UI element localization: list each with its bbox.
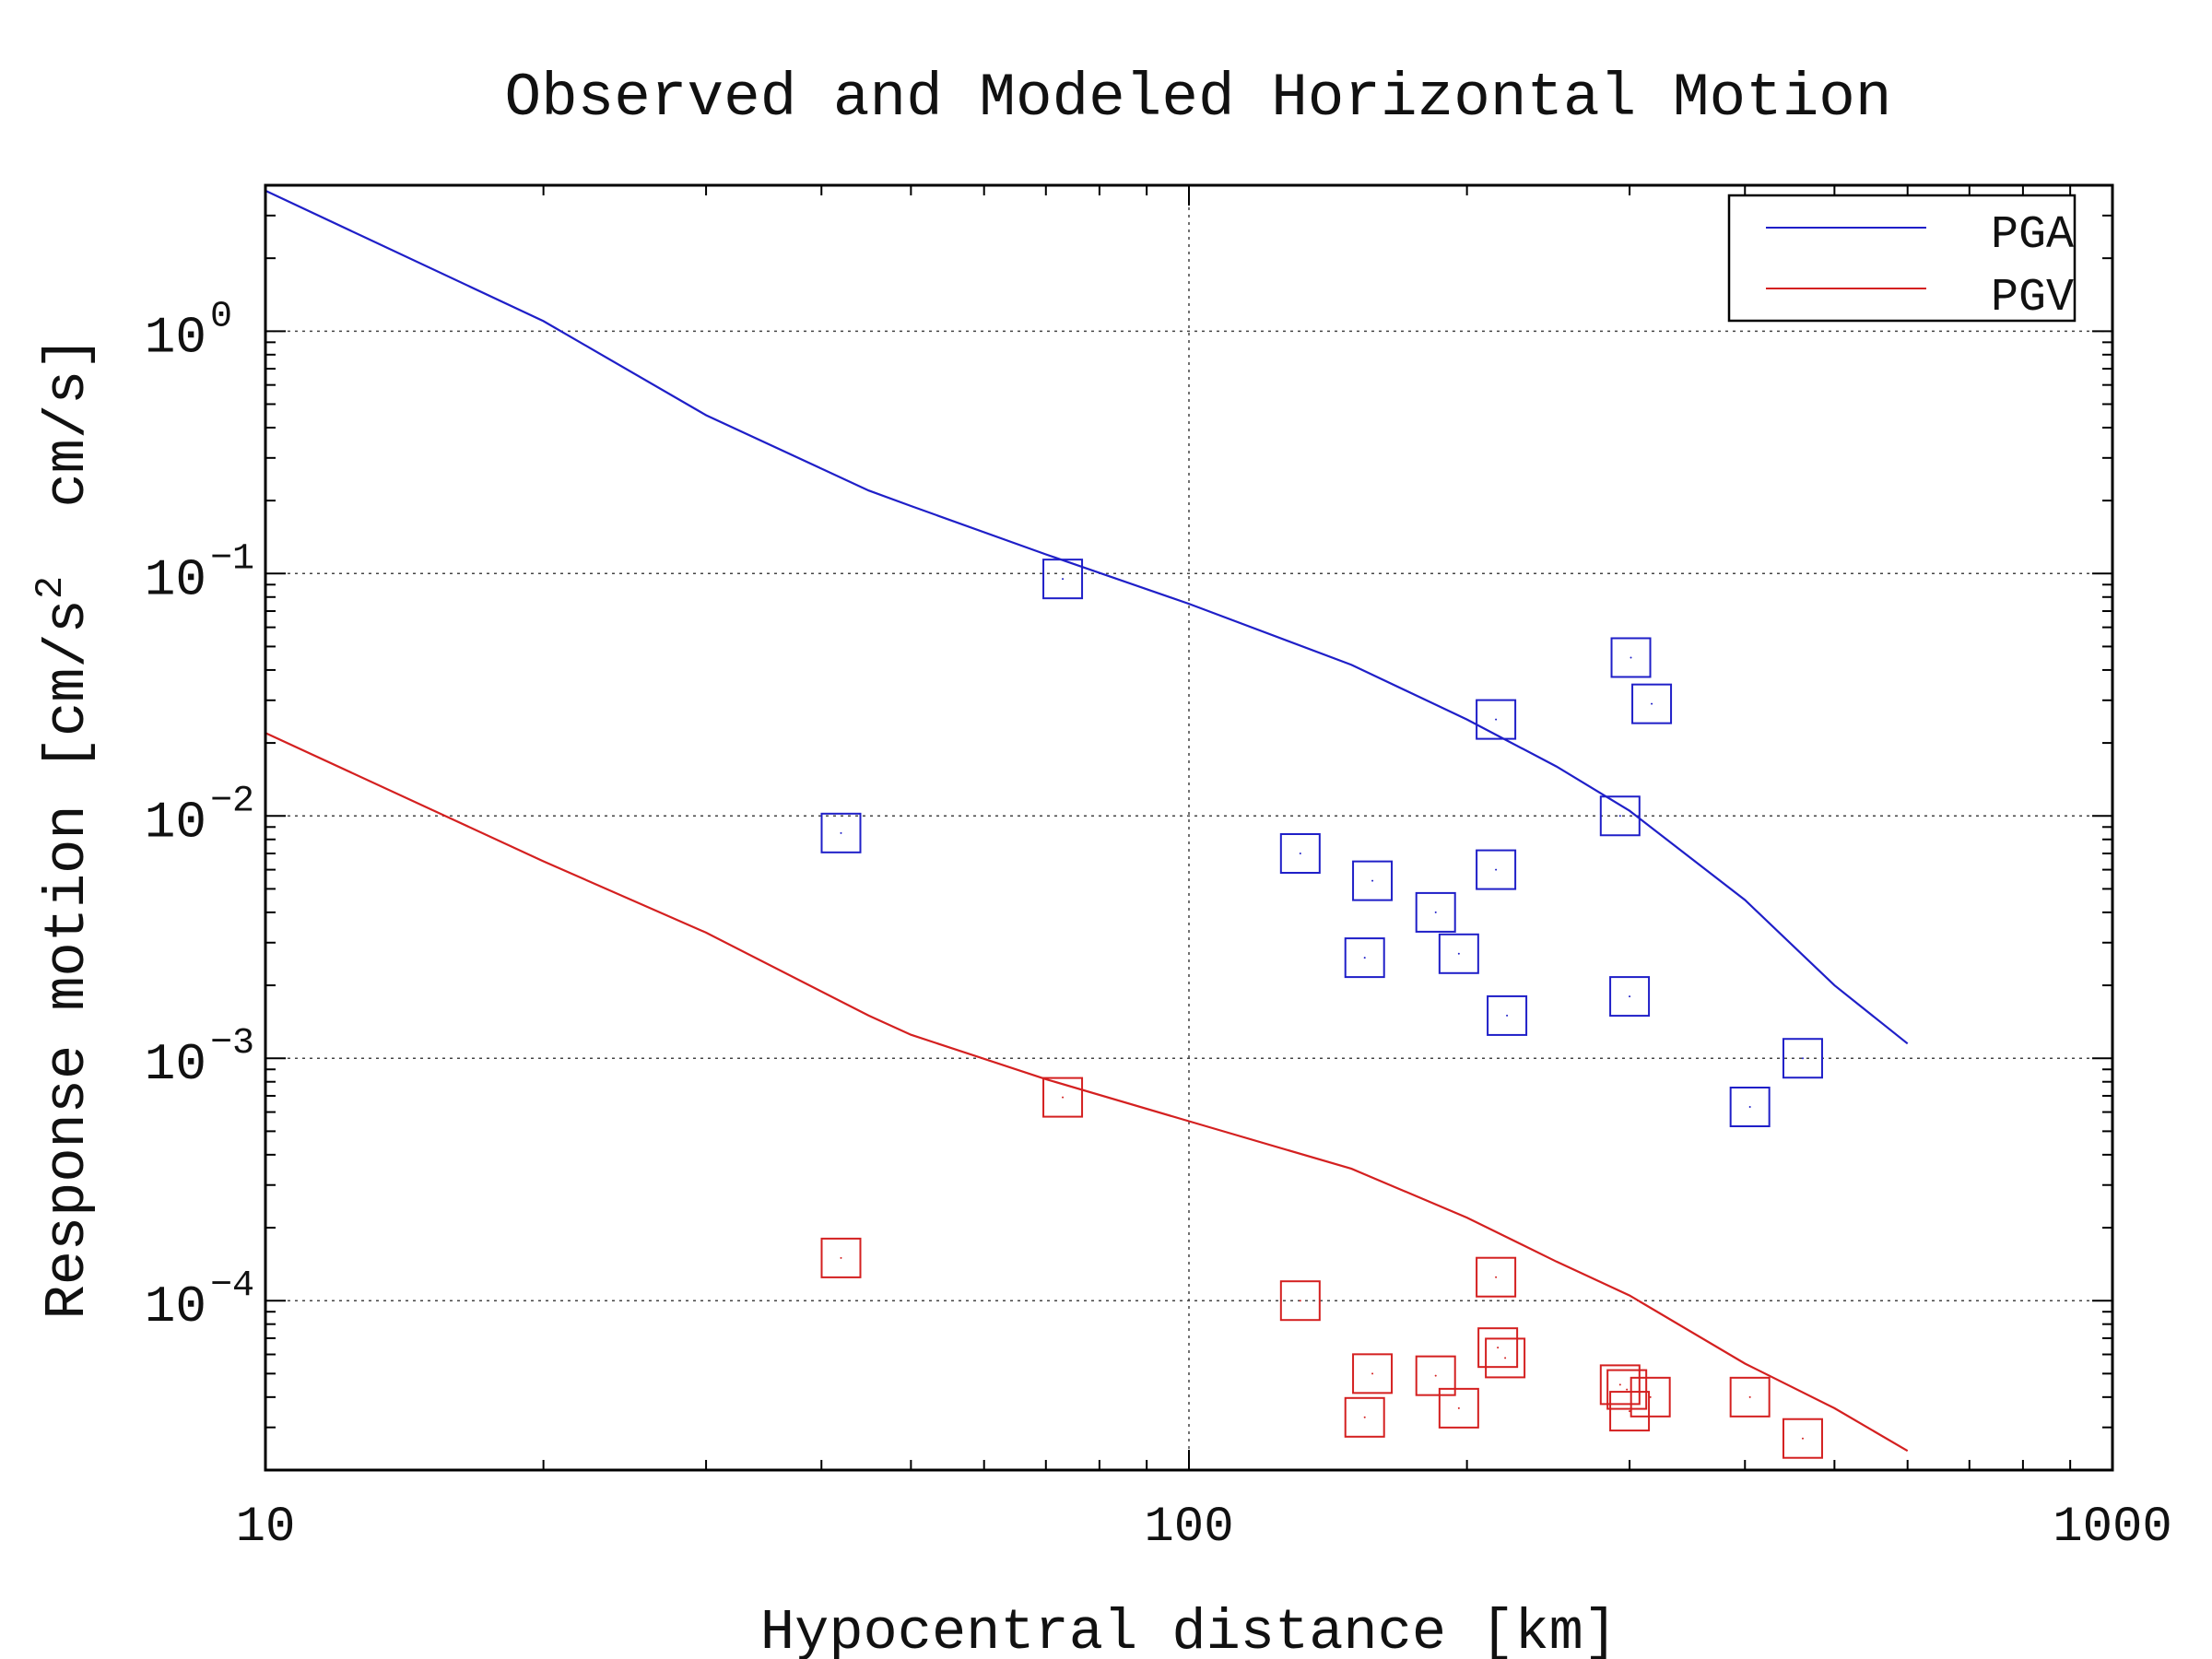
observed-marker: [1609, 1391, 1651, 1432]
observed-marker: [1352, 860, 1394, 901]
x-tick-label: 10: [236, 1500, 296, 1556]
observed-marker-center: [1434, 911, 1437, 913]
y-axis-label-sup: 2: [29, 576, 73, 599]
model-line-pgv: [265, 732, 1909, 1453]
observed-marker-center: [1371, 879, 1374, 882]
observed-marker-center: [1626, 1388, 1629, 1391]
observed-marker-center: [1629, 995, 1631, 998]
observed-marker: [1782, 1038, 1823, 1079]
y-tick-exponent: −1: [210, 538, 254, 580]
observed-marker-center: [1651, 702, 1653, 705]
observed-marker-center: [840, 1256, 842, 1259]
observed-marker: [1630, 1376, 1671, 1418]
observed-marker-center: [1649, 1395, 1652, 1398]
observed-marker-center: [1457, 952, 1460, 955]
y-tick-label: 10: [145, 793, 206, 852]
observed-marker-center: [1801, 1437, 1804, 1440]
observed-marker: [1782, 1418, 1823, 1459]
observed-marker-center: [1495, 868, 1498, 871]
observed-marker: [1476, 1256, 1517, 1298]
observed-marker-center: [1363, 957, 1366, 959]
observed-marker-center: [1630, 656, 1632, 659]
observed-marker-center: [1748, 1105, 1751, 1108]
legend-pgv-label: PGV: [1991, 272, 2074, 324]
observed-marker: [820, 812, 862, 853]
observed-marker-center: [1495, 1276, 1498, 1278]
y-axis-label-tail: cm/s]: [35, 336, 100, 576]
observed-marker: [820, 1237, 862, 1278]
observed-marker: [1415, 1355, 1456, 1396]
y-tick-label: 10: [145, 1035, 206, 1094]
series-layer: [265, 189, 1909, 1459]
observed-marker: [1279, 832, 1321, 874]
observed-marker: [1042, 1077, 1084, 1118]
observed-marker-center: [1062, 1096, 1065, 1099]
observed-marker-center: [1748, 1395, 1751, 1398]
observed-marker-center: [1618, 815, 1621, 818]
model-line-pga: [265, 189, 1909, 1045]
observed-marker-center: [1504, 1357, 1507, 1359]
observed-marker-center: [1495, 718, 1498, 721]
axis-ticks: [265, 184, 2112, 1471]
observed-marker: [1438, 1387, 1479, 1429]
y-tick-label: 10: [145, 550, 206, 609]
observed-marker: [1415, 891, 1456, 933]
chart-title: Observed and Modeled Horizontal Motion: [504, 64, 1891, 133]
y-axis-label: Response motion [cm/s2 cm/s]: [29, 336, 100, 1320]
observed-marker: [1477, 1327, 1519, 1369]
observed-marker-center: [1457, 1406, 1460, 1409]
grid: [265, 185, 2112, 1470]
observed-marker: [1729, 1376, 1771, 1418]
y-tick-exponent: 0: [210, 296, 232, 337]
observed-marker: [1344, 937, 1385, 979]
observed-marker-center: [1299, 852, 1301, 854]
observed-marker: [1344, 1396, 1385, 1438]
x-tick-labels: 10 100 1000: [236, 1500, 2172, 1556]
x-axis-label: Hypocentral distance [km]: [760, 1600, 1618, 1659]
observed-marker: [1487, 994, 1528, 1036]
observed-marker: [1599, 1364, 1641, 1406]
y-tick-exponent: −4: [210, 1265, 254, 1307]
observed-marker: [1631, 683, 1673, 724]
x-tick-label: 1000: [2053, 1500, 2172, 1556]
observed-marker: [1485, 1337, 1526, 1379]
observed-marker: [1599, 795, 1641, 837]
observed-marker-center: [1062, 578, 1065, 581]
observed-marker-center: [1629, 1410, 1631, 1413]
observed-marker: [1476, 849, 1517, 890]
y-axis-label-main: Response motion [cm/s: [35, 599, 100, 1319]
observed-marker-center: [1299, 1300, 1301, 1302]
observed-marker: [1476, 699, 1517, 740]
y-tick-label: 10: [145, 1277, 206, 1336]
legend: PGA PGV: [1727, 194, 2077, 324]
observed-marker-center: [840, 831, 842, 834]
observed-marker-center: [1497, 1347, 1500, 1349]
y-tick-label: 10: [145, 308, 206, 367]
legend-pga-label: PGA: [1991, 209, 2074, 262]
observed-marker-center: [1801, 1057, 1804, 1060]
observed-marker-center: [1506, 1014, 1509, 1017]
observed-marker: [1729, 1086, 1771, 1127]
observed-marker-center: [1363, 1416, 1366, 1418]
observed-marker: [1606, 1369, 1648, 1410]
observed-marker: [1042, 559, 1084, 600]
y-tick-exponent: −2: [210, 781, 254, 822]
observed-marker-center: [1434, 1374, 1437, 1377]
observed-marker-center: [1371, 1372, 1374, 1375]
observed-marker: [1609, 976, 1651, 1018]
observed-marker: [1438, 933, 1479, 974]
x-tick-label: 100: [1144, 1500, 1233, 1556]
legend-box: [1727, 194, 2077, 323]
observed-marker: [1352, 1353, 1394, 1394]
observed-marker: [1610, 637, 1652, 678]
observed-marker: [1279, 1280, 1321, 1322]
observed-marker-center: [1618, 1383, 1621, 1386]
y-tick-exponent: −3: [210, 1023, 254, 1065]
